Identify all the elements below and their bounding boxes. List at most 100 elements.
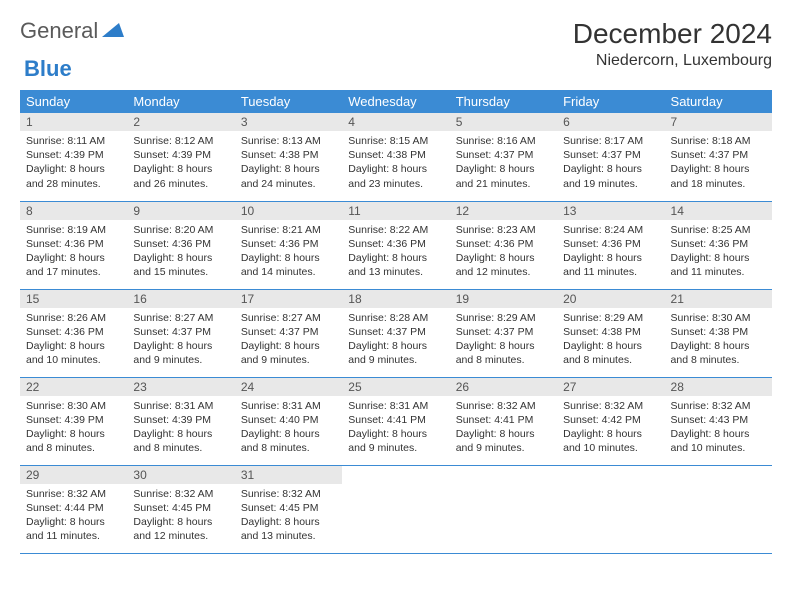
day-number: 4 [342, 113, 449, 131]
day-number: 30 [127, 466, 234, 484]
day-number: 19 [450, 290, 557, 308]
calendar-cell: 16Sunrise: 8:27 AMSunset: 4:37 PMDayligh… [127, 289, 234, 377]
calendar-cell: 15Sunrise: 8:26 AMSunset: 4:36 PMDayligh… [20, 289, 127, 377]
day-number: 13 [557, 202, 664, 220]
day-details: Sunrise: 8:23 AMSunset: 4:36 PMDaylight:… [450, 220, 557, 284]
calendar-cell: 11Sunrise: 8:22 AMSunset: 4:36 PMDayligh… [342, 201, 449, 289]
calendar-cell: 10Sunrise: 8:21 AMSunset: 4:36 PMDayligh… [235, 201, 342, 289]
day-details: Sunrise: 8:31 AMSunset: 4:41 PMDaylight:… [342, 396, 449, 460]
day-details: Sunrise: 8:32 AMSunset: 4:43 PMDaylight:… [665, 396, 772, 460]
calendar-cell: 1Sunrise: 8:11 AMSunset: 4:39 PMDaylight… [20, 113, 127, 201]
calendar-cell: 8Sunrise: 8:19 AMSunset: 4:36 PMDaylight… [20, 201, 127, 289]
day-number: 21 [665, 290, 772, 308]
day-number: 20 [557, 290, 664, 308]
day-number: 5 [450, 113, 557, 131]
day-details: Sunrise: 8:15 AMSunset: 4:38 PMDaylight:… [342, 131, 449, 195]
calendar-body: 1Sunrise: 8:11 AMSunset: 4:39 PMDaylight… [20, 113, 772, 553]
day-header: Wednesday [342, 90, 449, 113]
day-number: 28 [665, 378, 772, 396]
calendar-table: SundayMondayTuesdayWednesdayThursdayFrid… [20, 90, 772, 554]
day-number: 16 [127, 290, 234, 308]
calendar-week: 22Sunrise: 8:30 AMSunset: 4:39 PMDayligh… [20, 377, 772, 465]
calendar-cell [342, 465, 449, 553]
day-details: Sunrise: 8:31 AMSunset: 4:40 PMDaylight:… [235, 396, 342, 460]
day-number: 12 [450, 202, 557, 220]
calendar-cell: 23Sunrise: 8:31 AMSunset: 4:39 PMDayligh… [127, 377, 234, 465]
calendar-cell [557, 465, 664, 553]
day-number: 14 [665, 202, 772, 220]
logo: General [20, 18, 126, 44]
day-details: Sunrise: 8:25 AMSunset: 4:36 PMDaylight:… [665, 220, 772, 284]
calendar-cell: 13Sunrise: 8:24 AMSunset: 4:36 PMDayligh… [557, 201, 664, 289]
day-header-row: SundayMondayTuesdayWednesdayThursdayFrid… [20, 90, 772, 113]
calendar-cell: 25Sunrise: 8:31 AMSunset: 4:41 PMDayligh… [342, 377, 449, 465]
day-details: Sunrise: 8:29 AMSunset: 4:38 PMDaylight:… [557, 308, 664, 372]
calendar-cell: 26Sunrise: 8:32 AMSunset: 4:41 PMDayligh… [450, 377, 557, 465]
day-number: 7 [665, 113, 772, 131]
calendar-cell: 4Sunrise: 8:15 AMSunset: 4:38 PMDaylight… [342, 113, 449, 201]
calendar-cell: 21Sunrise: 8:30 AMSunset: 4:38 PMDayligh… [665, 289, 772, 377]
day-details: Sunrise: 8:11 AMSunset: 4:39 PMDaylight:… [20, 131, 127, 195]
day-details: Sunrise: 8:19 AMSunset: 4:36 PMDaylight:… [20, 220, 127, 284]
calendar-cell: 29Sunrise: 8:32 AMSunset: 4:44 PMDayligh… [20, 465, 127, 553]
calendar-week: 15Sunrise: 8:26 AMSunset: 4:36 PMDayligh… [20, 289, 772, 377]
day-number: 10 [235, 202, 342, 220]
day-number: 29 [20, 466, 127, 484]
calendar-cell: 6Sunrise: 8:17 AMSunset: 4:37 PMDaylight… [557, 113, 664, 201]
day-number: 24 [235, 378, 342, 396]
day-details: Sunrise: 8:30 AMSunset: 4:39 PMDaylight:… [20, 396, 127, 460]
calendar-cell: 2Sunrise: 8:12 AMSunset: 4:39 PMDaylight… [127, 113, 234, 201]
day-number: 26 [450, 378, 557, 396]
day-details: Sunrise: 8:22 AMSunset: 4:36 PMDaylight:… [342, 220, 449, 284]
calendar-cell: 3Sunrise: 8:13 AMSunset: 4:38 PMDaylight… [235, 113, 342, 201]
day-details: Sunrise: 8:20 AMSunset: 4:36 PMDaylight:… [127, 220, 234, 284]
day-details: Sunrise: 8:27 AMSunset: 4:37 PMDaylight:… [127, 308, 234, 372]
day-number: 3 [235, 113, 342, 131]
day-header: Tuesday [235, 90, 342, 113]
day-header: Friday [557, 90, 664, 113]
calendar-cell: 5Sunrise: 8:16 AMSunset: 4:37 PMDaylight… [450, 113, 557, 201]
day-number: 6 [557, 113, 664, 131]
day-header: Thursday [450, 90, 557, 113]
calendar-cell: 7Sunrise: 8:18 AMSunset: 4:37 PMDaylight… [665, 113, 772, 201]
day-details: Sunrise: 8:32 AMSunset: 4:45 PMDaylight:… [127, 484, 234, 548]
calendar-cell: 20Sunrise: 8:29 AMSunset: 4:38 PMDayligh… [557, 289, 664, 377]
day-number: 25 [342, 378, 449, 396]
day-number: 9 [127, 202, 234, 220]
day-details: Sunrise: 8:12 AMSunset: 4:39 PMDaylight:… [127, 131, 234, 195]
calendar-cell: 17Sunrise: 8:27 AMSunset: 4:37 PMDayligh… [235, 289, 342, 377]
day-number: 2 [127, 113, 234, 131]
month-title: December 2024 [573, 18, 772, 50]
calendar-cell [665, 465, 772, 553]
day-header: Monday [127, 90, 234, 113]
logo-word2: Blue [24, 56, 72, 81]
day-number: 31 [235, 466, 342, 484]
calendar-cell: 14Sunrise: 8:25 AMSunset: 4:36 PMDayligh… [665, 201, 772, 289]
calendar-cell: 30Sunrise: 8:32 AMSunset: 4:45 PMDayligh… [127, 465, 234, 553]
calendar-cell: 12Sunrise: 8:23 AMSunset: 4:36 PMDayligh… [450, 201, 557, 289]
day-number: 11 [342, 202, 449, 220]
day-details: Sunrise: 8:28 AMSunset: 4:37 PMDaylight:… [342, 308, 449, 372]
day-details: Sunrise: 8:32 AMSunset: 4:45 PMDaylight:… [235, 484, 342, 548]
day-details: Sunrise: 8:16 AMSunset: 4:37 PMDaylight:… [450, 131, 557, 195]
calendar-cell: 19Sunrise: 8:29 AMSunset: 4:37 PMDayligh… [450, 289, 557, 377]
calendar-week: 29Sunrise: 8:32 AMSunset: 4:44 PMDayligh… [20, 465, 772, 553]
calendar-cell [450, 465, 557, 553]
day-details: Sunrise: 8:31 AMSunset: 4:39 PMDaylight:… [127, 396, 234, 460]
day-number: 23 [127, 378, 234, 396]
calendar-cell: 31Sunrise: 8:32 AMSunset: 4:45 PMDayligh… [235, 465, 342, 553]
logo-triangle-icon [102, 21, 124, 42]
calendar-cell: 28Sunrise: 8:32 AMSunset: 4:43 PMDayligh… [665, 377, 772, 465]
day-details: Sunrise: 8:17 AMSunset: 4:37 PMDaylight:… [557, 131, 664, 195]
calendar-week: 8Sunrise: 8:19 AMSunset: 4:36 PMDaylight… [20, 201, 772, 289]
location: Niedercorn, Luxembourg [573, 52, 772, 70]
calendar-cell: 22Sunrise: 8:30 AMSunset: 4:39 PMDayligh… [20, 377, 127, 465]
day-header: Sunday [20, 90, 127, 113]
logo-word1: General [20, 18, 98, 44]
day-number: 15 [20, 290, 127, 308]
calendar-cell: 27Sunrise: 8:32 AMSunset: 4:42 PMDayligh… [557, 377, 664, 465]
day-details: Sunrise: 8:18 AMSunset: 4:37 PMDaylight:… [665, 131, 772, 195]
day-number: 1 [20, 113, 127, 131]
day-header: Saturday [665, 90, 772, 113]
calendar-cell: 18Sunrise: 8:28 AMSunset: 4:37 PMDayligh… [342, 289, 449, 377]
